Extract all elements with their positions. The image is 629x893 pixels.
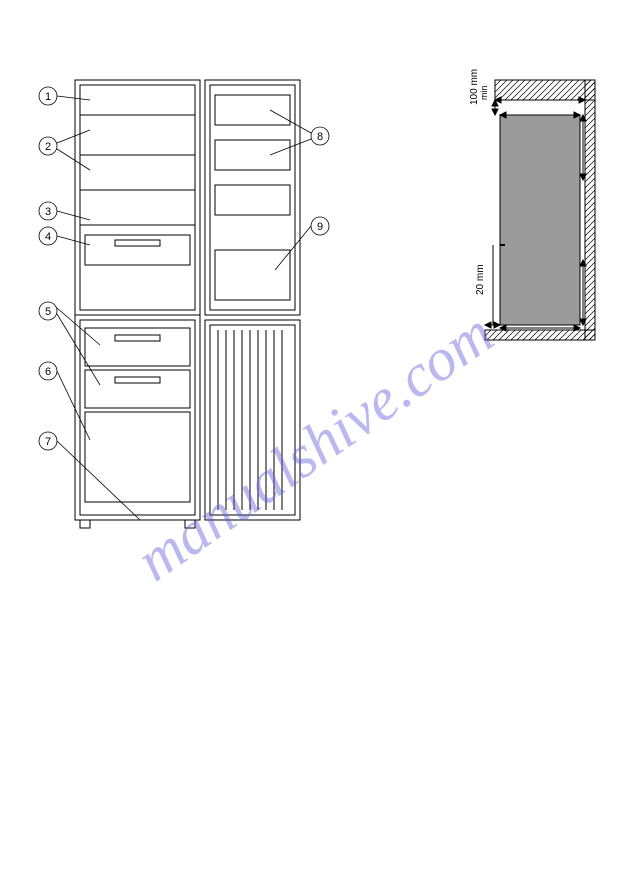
callout-6: 6 [45, 366, 51, 378]
label-top-min: min [479, 85, 489, 100]
callout-3: 3 [45, 206, 51, 218]
install-diagram: 100 mm min 20 mm [455, 60, 605, 360]
label-front-clearance: 20 mm [475, 264, 486, 295]
callout-8: 8 [317, 131, 323, 143]
callout-2: 2 [45, 141, 51, 153]
callout-1: 1 [45, 91, 51, 103]
callout-9: 9 [317, 221, 323, 233]
callout-4: 4 [45, 231, 51, 243]
fridge-diagram: 1 2 3 4 5 6 7 8 9 [20, 60, 340, 540]
document-page: 1 2 3 4 5 6 7 8 9 [0, 0, 629, 893]
callout-5: 5 [45, 306, 51, 318]
callout-7: 7 [45, 436, 51, 448]
